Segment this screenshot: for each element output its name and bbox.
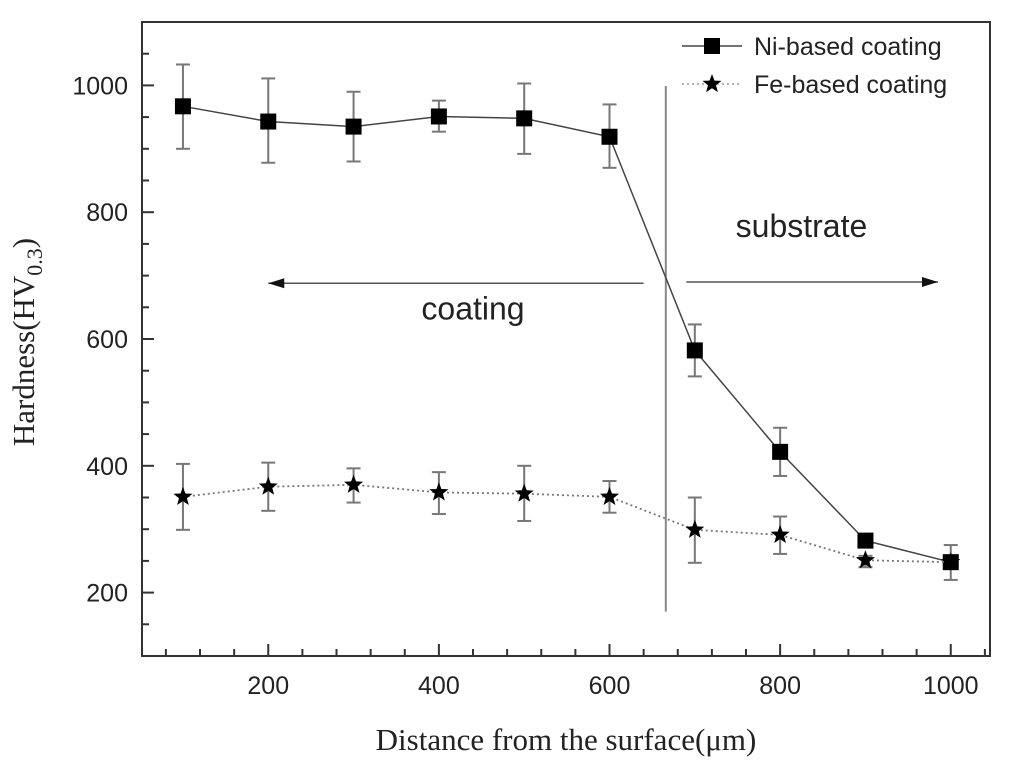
data-point <box>516 110 533 127</box>
y-axis-title-main: Hardness(HV <box>6 275 41 446</box>
substrate-arrow-head <box>921 276 938 287</box>
data-point <box>685 519 705 538</box>
axes: 200 400 600 800 1000 200 400 600 800 1000 <box>72 21 991 700</box>
coating-arrow-head <box>268 278 285 289</box>
y-tick-label: 400 <box>86 453 128 481</box>
y-tick-label: 600 <box>86 326 128 354</box>
series-line <box>182 483 951 564</box>
data-point <box>429 482 449 501</box>
data-point <box>857 532 874 549</box>
x-tick-label: 200 <box>247 672 289 700</box>
data-point <box>601 128 618 145</box>
series-line <box>182 105 951 563</box>
x-axis-title: Distance from the surface(μm) <box>376 722 757 757</box>
legend-marker-square <box>704 38 720 54</box>
y-tick-label: 800 <box>86 199 128 227</box>
data-point <box>258 476 278 495</box>
data-point <box>686 342 703 359</box>
x-tick-label: 600 <box>589 672 631 700</box>
series <box>173 63 961 581</box>
legend: Ni-based coating Fe-based coating <box>682 33 947 99</box>
data-point <box>770 524 790 543</box>
x-tick-label: 800 <box>759 672 801 700</box>
legend-label: Ni-based coating <box>754 33 942 61</box>
data-point <box>941 552 961 571</box>
data-point <box>772 443 789 460</box>
data-point <box>514 483 534 502</box>
legend-marker-star <box>702 74 722 93</box>
x-tick-label: 1000 <box>923 672 979 700</box>
data-point <box>855 550 875 569</box>
data-point <box>174 98 191 115</box>
data-point <box>600 486 619 505</box>
series-fe-based <box>173 461 961 571</box>
y-axis-title: Hardness(HV0.3) <box>6 238 47 446</box>
y-tick-label: 200 <box>86 580 128 608</box>
y-axis-title-close: ) <box>6 238 41 248</box>
x-tick-label: 400 <box>418 672 460 700</box>
y-tick-label: 1000 <box>72 72 128 100</box>
series-ni-based <box>174 63 959 581</box>
coating-label: coating <box>421 290 524 326</box>
y-axis-title-sub: 0.3 <box>22 248 47 276</box>
data-point <box>173 486 193 505</box>
legend-label: Fe-based coating <box>754 71 947 99</box>
substrate-label: substrate <box>736 208 868 244</box>
data-point <box>260 113 277 130</box>
annotations: coating substrate <box>268 86 938 612</box>
data-point <box>344 474 364 493</box>
data-point <box>430 108 447 125</box>
data-point <box>345 118 362 135</box>
